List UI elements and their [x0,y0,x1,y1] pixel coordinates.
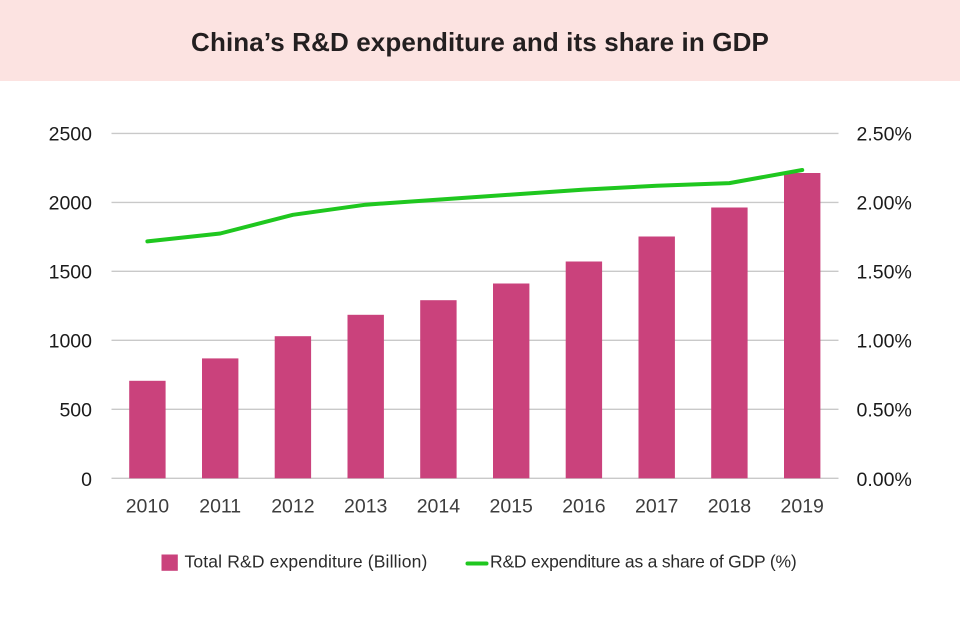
svg-text:2012: 2012 [271,496,314,518]
svg-text:0.00%: 0.00% [857,469,912,491]
svg-text:1500: 1500 [49,262,93,284]
svg-text:2000: 2000 [49,193,93,215]
svg-text:China’s R&D expenditure and it: China’s R&D expenditure and its share in… [191,27,769,57]
svg-text:500: 500 [59,400,92,422]
svg-text:1.50%: 1.50% [857,262,912,284]
svg-text:2016: 2016 [562,496,605,518]
svg-text:2.00%: 2.00% [857,193,912,215]
svg-text:2011: 2011 [199,496,241,518]
svg-text:2017: 2017 [635,496,678,518]
svg-text:0.50%: 0.50% [857,400,912,422]
svg-text:2019: 2019 [781,496,824,518]
svg-text:0: 0 [81,469,92,491]
svg-text:2.50%: 2.50% [857,124,912,146]
svg-text:2018: 2018 [708,496,751,518]
svg-text:R&D expenditure as a share of: R&D expenditure as a share of GDP (%) [490,551,796,571]
svg-text:Total R&D expenditure (Billion: Total R&D expenditure (Billion) [185,551,428,571]
svg-text:1000: 1000 [49,331,93,353]
svg-text:2014: 2014 [417,496,461,518]
svg-text:2010: 2010 [126,496,170,518]
svg-text:2013: 2013 [344,496,387,518]
svg-text:1.00%: 1.00% [857,331,912,353]
svg-text:2015: 2015 [490,496,534,518]
svg-text:2500: 2500 [49,124,93,146]
